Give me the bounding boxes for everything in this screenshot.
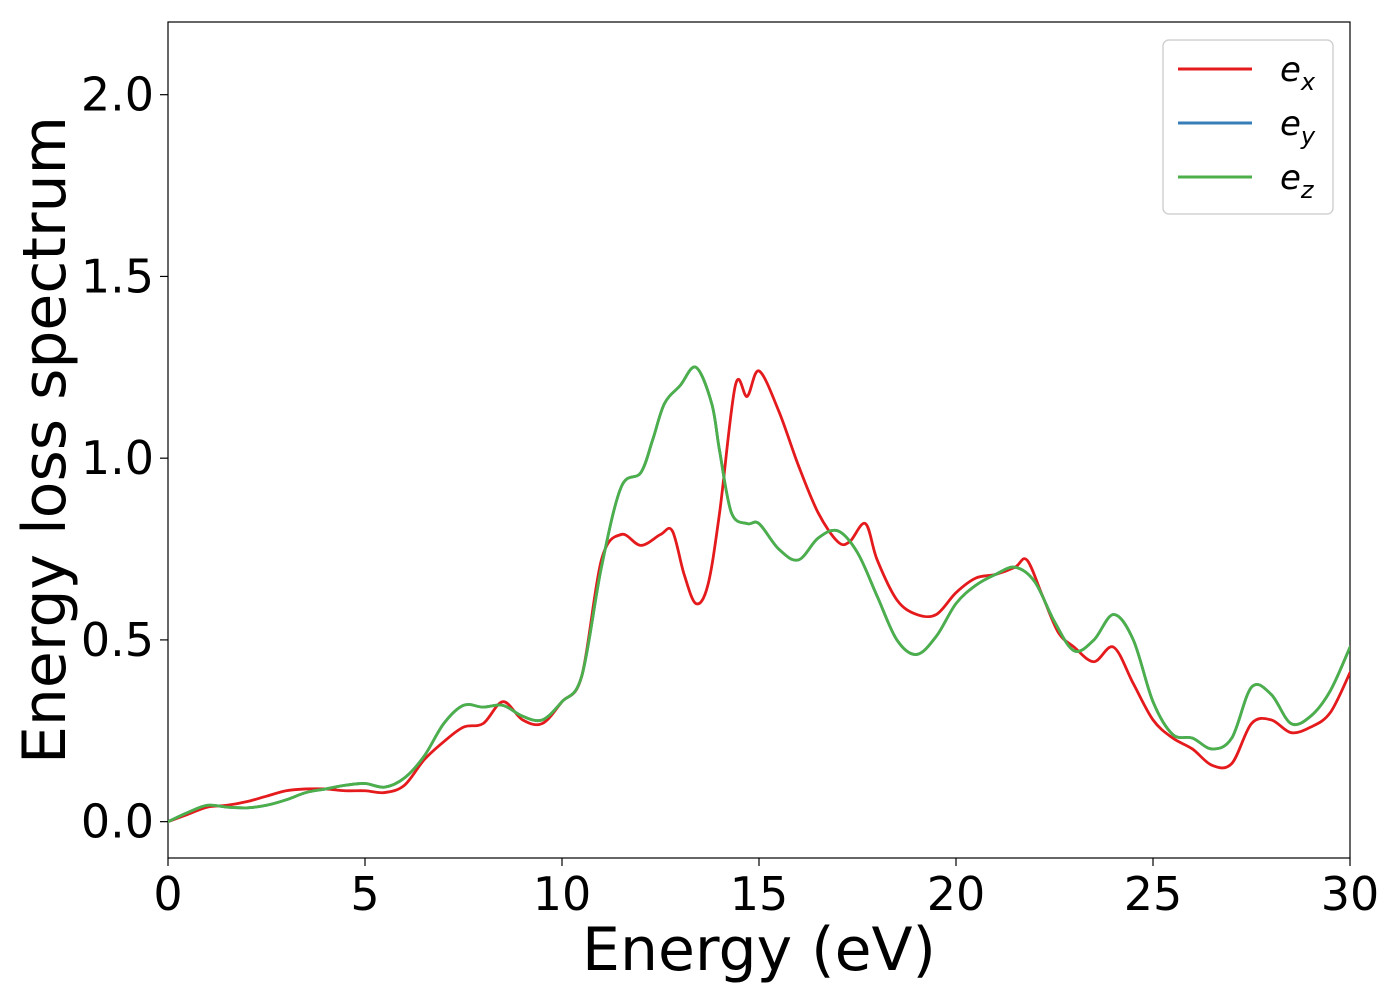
legend-label-base: e — [1280, 158, 1301, 198]
x-axis: 0 5 10 15 20 25 30 — [153, 858, 1379, 921]
y-tick-label: 2.0 — [81, 68, 154, 122]
legend-label-base: e — [1280, 50, 1301, 90]
legend-label-subscript: z — [1300, 176, 1315, 204]
y-axis-label: Energy loss spectrum — [10, 116, 80, 764]
y-tick-label: 0.0 — [81, 795, 154, 849]
x-tick-label: 30 — [1321, 867, 1380, 921]
x-tick-label: 5 — [350, 867, 379, 921]
x-tick-label: 25 — [1124, 867, 1183, 921]
y-tick-label: 1.0 — [81, 431, 154, 485]
x-tick-label: 10 — [533, 867, 592, 921]
x-tick-label: 15 — [730, 867, 789, 921]
legend-label-subscript: y — [1300, 122, 1316, 150]
x-tick-label: 20 — [927, 867, 986, 921]
y-tick-label: 1.5 — [81, 249, 154, 303]
x-axis-label: Energy (eV) — [582, 915, 936, 985]
y-tick-label: 0.5 — [81, 613, 154, 667]
y-axis: 0.0 0.5 1.0 1.5 2.0 — [81, 68, 168, 849]
x-tick-label: 0 — [153, 867, 182, 921]
legend-label-subscript: x — [1300, 68, 1316, 96]
legend-label-base: e — [1280, 104, 1301, 144]
